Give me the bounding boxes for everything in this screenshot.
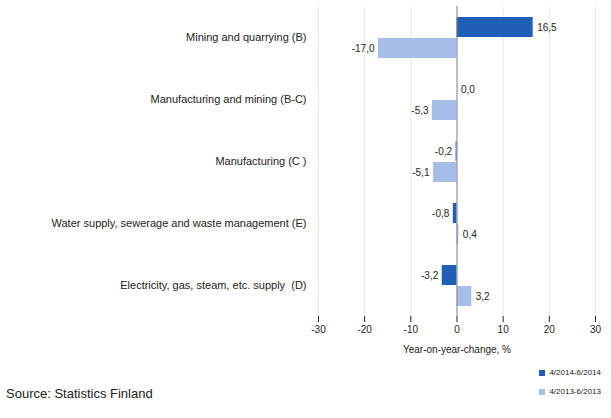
svg-text:-10: -10 xyxy=(404,324,419,335)
svg-text:-0,8: -0,8 xyxy=(432,208,450,219)
svg-text:Manufacturing (C ): Manufacturing (C ) xyxy=(215,155,306,167)
svg-text:-30: -30 xyxy=(311,324,326,335)
svg-text:Mining and quarrying (B): Mining and quarrying (B) xyxy=(186,31,306,43)
svg-text:20: 20 xyxy=(544,324,556,335)
html-text:Source: Statistics Finland: Source: Statistics Finland xyxy=(6,386,153,401)
svg-text:Electricity, gas, steam, etc.: Electricity, gas, steam, etc. supply (D) xyxy=(120,279,306,291)
svg-text:-20: -20 xyxy=(357,324,372,335)
svg-text:3,2: 3,2 xyxy=(476,291,490,302)
svg-text:-17,0: -17,0 xyxy=(352,43,375,54)
svg-text:Year-on-year-change, %: Year-on-year-change, % xyxy=(403,344,511,355)
svg-text:30: 30 xyxy=(590,324,602,335)
svg-text:-3,2: -3,2 xyxy=(421,270,439,281)
svg-text:-5,3: -5,3 xyxy=(411,105,429,116)
svg-text:16,5: 16,5 xyxy=(537,22,557,33)
svg-text:-0,2: -0,2 xyxy=(435,146,453,157)
html-text:4/2013-6/2013: 4/2013-6/2013 xyxy=(549,387,601,396)
html-text:4/2014-6/2014: 4/2014-6/2014 xyxy=(549,368,601,377)
svg-text:0: 0 xyxy=(454,324,460,335)
svg-text:-5,1: -5,1 xyxy=(412,167,430,178)
svg-text:Manufacturing and mining (B-C): Manufacturing and mining (B-C) xyxy=(151,93,307,105)
svg-text:Water supply, sewerage and was: Water supply, sewerage and waste managem… xyxy=(52,217,307,229)
svg-text:10: 10 xyxy=(498,324,510,335)
svg-text:0,0: 0,0 xyxy=(461,84,475,95)
svg-text:0,4: 0,4 xyxy=(463,229,477,240)
